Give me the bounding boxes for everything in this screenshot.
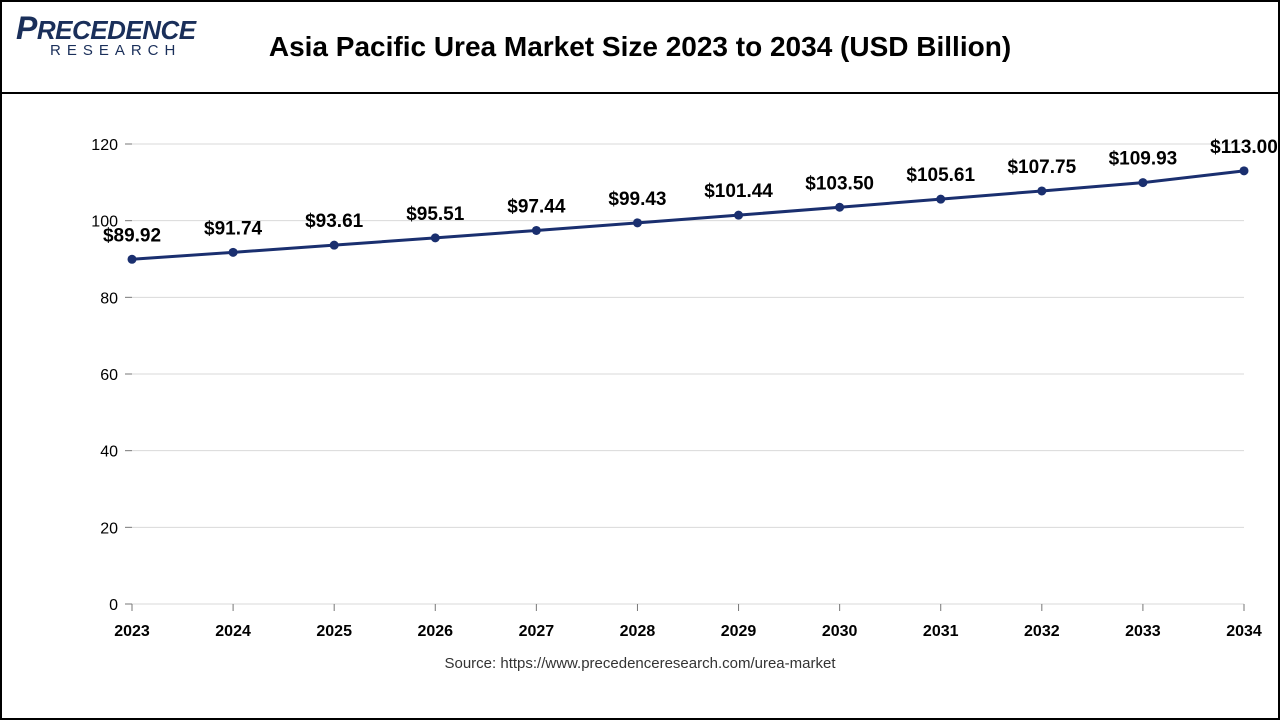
svg-text:$103.50: $103.50 [805, 173, 874, 194]
svg-text:2030: 2030 [822, 623, 858, 640]
line-chart-svg: 0204060801001202023202420252026202720282… [2, 94, 1278, 674]
svg-text:2027: 2027 [519, 623, 555, 640]
svg-text:2034: 2034 [1226, 623, 1262, 640]
svg-text:$101.44: $101.44 [704, 181, 773, 202]
svg-text:$95.51: $95.51 [406, 204, 465, 225]
chart-frame: PRECEDENCE RESEARCH Asia Pacific Urea Ma… [0, 0, 1280, 720]
svg-text:20: 20 [100, 520, 118, 537]
svg-text:2025: 2025 [316, 623, 352, 640]
logo-sub-text: RESEARCH [50, 42, 181, 59]
svg-text:$91.74: $91.74 [204, 218, 263, 239]
svg-text:2023: 2023 [114, 623, 150, 640]
svg-text:$93.61: $93.61 [305, 211, 364, 232]
svg-text:$105.61: $105.61 [906, 165, 975, 186]
svg-text:$99.43: $99.43 [608, 189, 666, 210]
logo-main-text: PRECEDENCE [16, 12, 196, 44]
svg-text:$109.93: $109.93 [1109, 149, 1178, 170]
svg-text:2028: 2028 [620, 623, 656, 640]
svg-text:$113.00: $113.00 [1210, 137, 1278, 158]
svg-text:80: 80 [100, 290, 118, 307]
svg-text:$97.44: $97.44 [507, 196, 566, 217]
chart-title: Asia Pacific Urea Market Size 2023 to 20… [269, 31, 1011, 63]
svg-text:2029: 2029 [721, 623, 757, 640]
svg-text:$89.92: $89.92 [103, 225, 161, 246]
svg-text:0: 0 [109, 597, 118, 614]
svg-text:2033: 2033 [1125, 623, 1161, 640]
title-bar: PRECEDENCE RESEARCH Asia Pacific Urea Ma… [2, 2, 1278, 94]
source-citation: Source: https://www.precedenceresearch.c… [2, 655, 1278, 672]
svg-text:2032: 2032 [1024, 623, 1060, 640]
svg-text:40: 40 [100, 444, 118, 461]
svg-text:120: 120 [91, 137, 118, 154]
svg-text:2031: 2031 [923, 623, 959, 640]
chart-area: 0204060801001202023202420252026202720282… [2, 94, 1278, 676]
svg-text:2026: 2026 [417, 623, 453, 640]
logo-main-rest: RECEDENCE [37, 15, 196, 45]
brand-logo: PRECEDENCE RESEARCH [16, 12, 196, 59]
svg-text:60: 60 [100, 367, 118, 384]
svg-text:$107.75: $107.75 [1007, 157, 1076, 178]
svg-text:2024: 2024 [215, 623, 251, 640]
